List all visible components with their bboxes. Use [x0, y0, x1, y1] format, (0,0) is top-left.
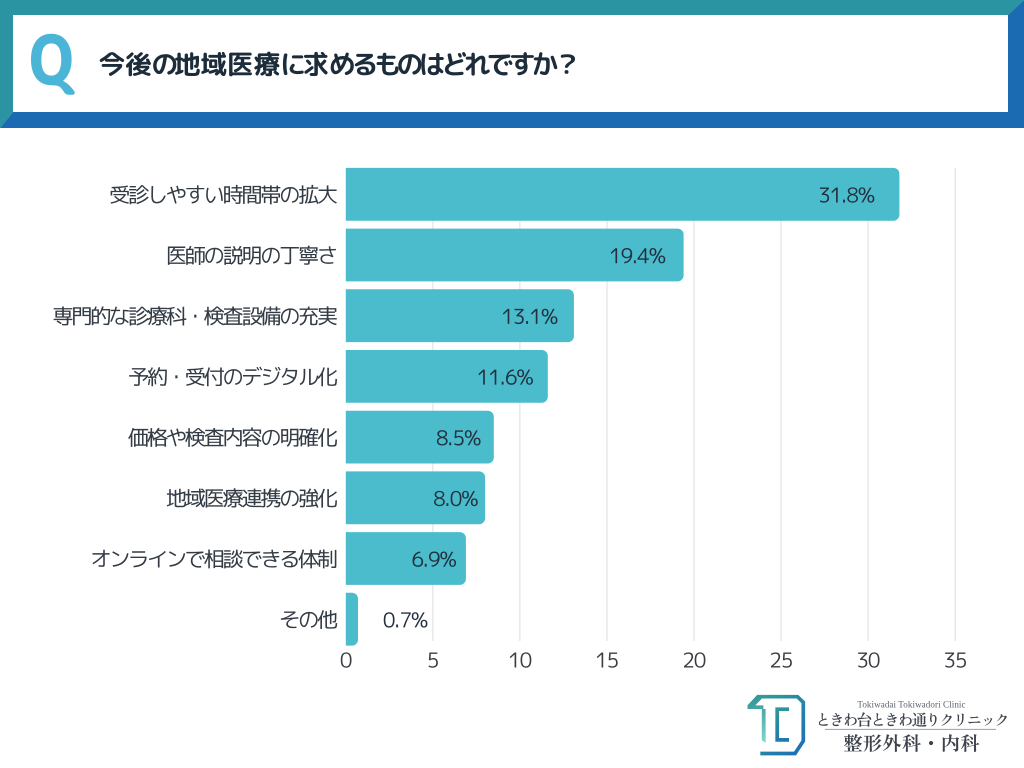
svg-text:Tokiwadai Tokiwadori Clinic: Tokiwadai Tokiwadori Clinic: [857, 700, 965, 710]
